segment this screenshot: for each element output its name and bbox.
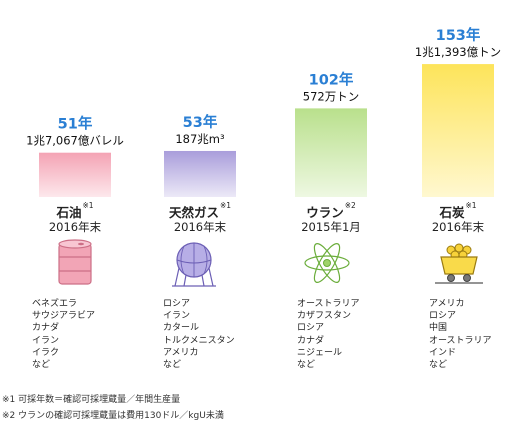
resource-date-coal: 2016年末 (431, 220, 485, 234)
resource-date-oil: 2016年末 (48, 220, 102, 234)
oil-drum-icon (58, 239, 92, 285)
list-item: アメリカ (429, 299, 465, 309)
list-item: カタール (163, 323, 200, 334)
list-item: トルクメニスタン (163, 335, 235, 346)
list-item: など (297, 360, 316, 371)
list-item: ニジェール (297, 347, 343, 358)
coal-cart-icon (435, 243, 483, 284)
bar-gas (164, 150, 236, 197)
atom-icon (304, 243, 350, 283)
list-item: カナダ (297, 335, 325, 346)
bar-uranium (295, 108, 367, 197)
footnote-1: ※1 可採年数＝確認可採埋蔵量／年間生産量 (2, 395, 181, 405)
resource-name-oil: 石油※1 (56, 201, 94, 220)
list-item: など (429, 360, 448, 371)
country-list-gas: ロシア イラン カタール トルクメニスタン アメリカ など (163, 298, 235, 371)
value-label-uranium: 102年 (309, 70, 354, 88)
resource-name-gas: 天然ガス※1 (168, 201, 232, 220)
list-item: サウジアラビア (32, 311, 96, 322)
gas-tank-icon (172, 242, 216, 287)
bar-oil (39, 152, 111, 197)
list-item: ベネズエラ (32, 299, 78, 309)
list-item: オーストラリア (297, 299, 360, 309)
value-label-coal: 153年 (436, 26, 481, 44)
reserve-label-gas: 187兆m³ (175, 132, 225, 146)
list-item: 中国 (429, 323, 448, 334)
country-list-oil: ベネズエラ サウジアラビア カナダ イラン イラク など (32, 298, 95, 371)
list-item: など (32, 360, 51, 371)
list-item: イラン (32, 335, 60, 346)
list-item: カナダ (32, 323, 60, 334)
list-item: イラク (32, 347, 60, 358)
resource-date-uranium: 2015年1月 (301, 220, 361, 234)
list-item: カザフスタン (297, 311, 352, 322)
value-label-gas: 53年 (183, 113, 218, 131)
resource-name-coal: 石炭※1 (439, 201, 477, 220)
reserve-label-uranium: 572万トン (303, 89, 359, 103)
list-item: ロシア (297, 323, 325, 334)
reserve-label-oil: 1兆7,067億バレル (26, 134, 124, 148)
list-item: など (163, 360, 182, 371)
country-list-uranium: オーストラリア カザフスタン ロシア カナダ ニジェール など (297, 298, 360, 371)
list-item: アメリカ (163, 347, 199, 358)
list-item: ロシア (163, 299, 191, 309)
value-label-oil: 51年 (58, 115, 93, 133)
footnote-2: ※2 ウランの確認可採埋蔵量は費用130ドル／kgU未満 (2, 411, 224, 421)
list-item: イラン (163, 311, 191, 322)
reserve-label-coal: 1兆1,393億トン (415, 45, 501, 59)
bar-coal (422, 64, 494, 197)
resource-name-uranium: ウラン※2 (306, 201, 356, 220)
list-item: ロシア (429, 311, 457, 322)
list-item: オーストラリア (429, 335, 492, 346)
resource-date-gas: 2016年末 (173, 220, 227, 234)
list-item: インド (429, 347, 457, 358)
country-list-coal: アメリカ ロシア 中国 オーストラリア インド など (429, 298, 492, 371)
